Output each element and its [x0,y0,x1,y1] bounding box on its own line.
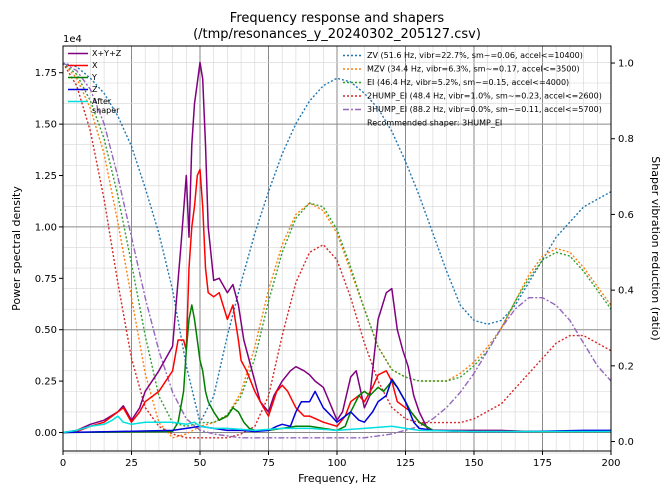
y-tick-label: 1.25 [35,171,57,182]
y-axis-label: Power spectral density [10,186,23,311]
y-multiplier: 1e4 [63,34,82,45]
x-tick-label: 125 [396,458,415,469]
shaper-line [62,62,612,439]
legend-label: EI (46.4 Hz, vibr=5.2%, sm~=0.15, accel<… [367,78,569,87]
chart-title: Frequency response and shapers [230,11,445,26]
x-axis-label: Frequency, Hz [298,472,376,485]
x-tick-label: 50 [194,458,207,469]
y2-tick-label: 0.6 [618,210,634,221]
legend-label: X+Y+Z [92,49,122,58]
shaper-curves [62,62,612,439]
grid [62,46,612,454]
legend-label: Y [91,73,97,82]
shaper-line [62,62,612,428]
y2-tick-label: 0.4 [618,286,634,297]
shaper-legend: Recommended shaper: 3HUMP_EI ZV (51.6 Hz… [343,51,602,128]
y-tick-label: 1.75 [35,68,57,79]
legend-label: shaper [92,106,120,115]
y-tick-label: 1.00 [35,222,57,233]
y2-tick-label: 0.0 [618,437,634,448]
psd-curves [62,61,611,434]
recommended-shaper: Recommended shaper: 3HUMP_EI [367,119,502,128]
y2-tick-label: 0.2 [618,361,634,372]
x-tick-label: 175 [533,458,552,469]
y-tick-label: 1.50 [35,120,57,131]
y-tick-label: 0.00 [35,428,57,439]
legend-label: 2HUMP_EI (48.4 Hz, vibr=1.0%, sm~=0.23, … [367,92,602,101]
legend-label: After [92,97,112,106]
legend-label: X [92,61,98,70]
legend-label: ZV (51.6 Hz, vibr=22.7%, sm~=0.06, accel… [367,51,583,60]
y2-tick-label: 1.0 [618,59,634,70]
psd-line [62,61,611,434]
x-tick-label: 75 [262,458,275,469]
y2-tick-label: 0.8 [618,134,634,145]
y-tick-label: 0.25 [35,377,57,388]
psd-line [62,378,611,434]
shaper-line [62,62,612,439]
psd-line [62,168,611,434]
y2-axis-label: Shaper vibration reduction (ratio) [649,156,662,340]
psd-line [62,415,611,434]
legend-label: Z [92,85,98,94]
y-tick-label: 0.50 [35,325,57,336]
y-tick-label: 0.75 [35,274,57,285]
x-tick-label: 200 [601,458,620,469]
legend-label: 3HUMP_EI (88.2 Hz, vibr=0.0%, sm~=0.11, … [367,105,602,114]
x-tick-label: 25 [125,458,138,469]
x-tick-label: 0 [60,458,66,469]
x-tick-label: 100 [327,458,346,469]
x-tick-label: 150 [464,458,483,469]
axis-ticks: 0 25 50 75 100 125 150 175 200 0.00 0.25 0.50 0.75 1.… [35,59,634,469]
chart-subtitle: (/tmp/resonances_y_20240302_205127.csv) [193,27,481,42]
legend-label: MZV (34.4 Hz, vibr=6.3%, sm~=0.17, accel… [367,65,580,74]
